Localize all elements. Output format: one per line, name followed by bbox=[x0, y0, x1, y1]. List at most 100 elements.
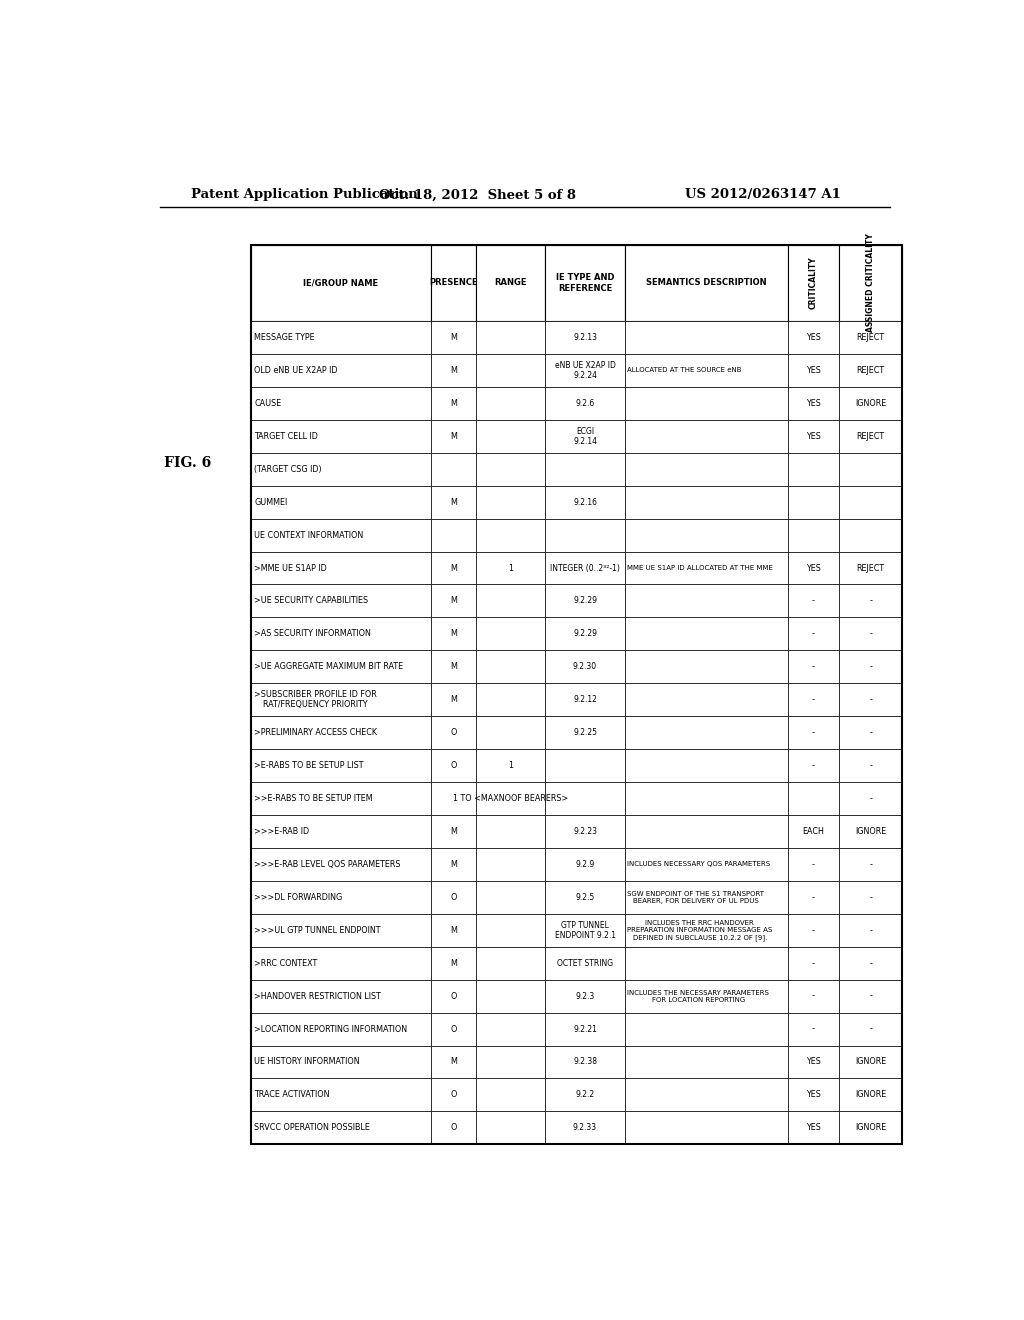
Bar bbox=[840, 717, 902, 750]
Bar bbox=[476, 1078, 545, 1111]
Text: FIG. 6: FIG. 6 bbox=[164, 457, 211, 470]
Bar bbox=[545, 585, 625, 618]
Text: >PRELIMINARY ACCESS CHECK: >PRELIMINARY ACCESS CHECK bbox=[254, 729, 377, 737]
Text: -: - bbox=[869, 663, 872, 672]
Text: M: M bbox=[451, 958, 457, 968]
Bar bbox=[787, 486, 840, 519]
Text: -: - bbox=[869, 991, 872, 1001]
Bar bbox=[545, 717, 625, 750]
Text: REJECT: REJECT bbox=[856, 333, 885, 342]
Text: >UE SECURITY CAPABILITIES: >UE SECURITY CAPABILITIES bbox=[254, 597, 369, 606]
Text: Oct. 18, 2012  Sheet 5 of 8: Oct. 18, 2012 Sheet 5 of 8 bbox=[379, 189, 575, 202]
Text: TRACE ACTIVATION: TRACE ACTIVATION bbox=[254, 1090, 330, 1100]
Bar bbox=[476, 486, 545, 519]
Bar bbox=[251, 847, 431, 880]
Text: eNB UE X2AP ID
9.2.24: eNB UE X2AP ID 9.2.24 bbox=[555, 360, 615, 380]
Text: >>>E-RAB LEVEL QOS PARAMETERS: >>>E-RAB LEVEL QOS PARAMETERS bbox=[254, 859, 400, 869]
Bar bbox=[431, 519, 476, 552]
Bar bbox=[476, 880, 545, 913]
Bar bbox=[625, 781, 787, 814]
Bar bbox=[545, 244, 625, 321]
Bar bbox=[787, 321, 840, 354]
Bar bbox=[251, 618, 431, 651]
Text: >HANDOVER RESTRICTION LIST: >HANDOVER RESTRICTION LIST bbox=[254, 991, 381, 1001]
Text: REJECT: REJECT bbox=[856, 366, 885, 375]
Text: >UE AGGREGATE MAXIMUM BIT RATE: >UE AGGREGATE MAXIMUM BIT RATE bbox=[254, 663, 403, 672]
Bar bbox=[476, 847, 545, 880]
Bar bbox=[625, 750, 787, 781]
Bar bbox=[840, 814, 902, 847]
Text: YES: YES bbox=[806, 432, 821, 441]
Text: 9.2.12: 9.2.12 bbox=[573, 696, 597, 705]
Bar bbox=[545, 946, 625, 979]
Text: YES: YES bbox=[806, 399, 821, 408]
Text: -: - bbox=[812, 630, 815, 639]
Bar bbox=[431, 717, 476, 750]
Text: -: - bbox=[869, 958, 872, 968]
Text: O: O bbox=[451, 1024, 457, 1034]
Bar bbox=[431, 979, 476, 1012]
Bar bbox=[840, 1012, 902, 1045]
Text: >AS SECURITY INFORMATION: >AS SECURITY INFORMATION bbox=[254, 630, 371, 639]
Bar bbox=[251, 814, 431, 847]
Text: INTEGER (0..2³²-1): INTEGER (0..2³²-1) bbox=[550, 564, 620, 573]
Bar bbox=[251, 880, 431, 913]
Text: >>>E-RAB ID: >>>E-RAB ID bbox=[254, 826, 309, 836]
Bar bbox=[431, 618, 476, 651]
Bar bbox=[787, 585, 840, 618]
Bar bbox=[840, 880, 902, 913]
Text: 9.2.21: 9.2.21 bbox=[573, 1024, 597, 1034]
Bar bbox=[787, 1012, 840, 1045]
Bar bbox=[625, 552, 787, 585]
Bar bbox=[787, 717, 840, 750]
Text: >E-RABS TO BE SETUP LIST: >E-RABS TO BE SETUP LIST bbox=[254, 762, 364, 770]
Bar bbox=[431, 913, 476, 946]
Bar bbox=[840, 354, 902, 387]
Text: 9.2.33: 9.2.33 bbox=[573, 1123, 597, 1133]
Text: -: - bbox=[869, 1024, 872, 1034]
Text: -: - bbox=[869, 859, 872, 869]
Text: -: - bbox=[869, 762, 872, 770]
Text: 9.2.2: 9.2.2 bbox=[575, 1090, 595, 1100]
Text: M: M bbox=[451, 826, 457, 836]
Text: (TARGET CSG ID): (TARGET CSG ID) bbox=[254, 465, 322, 474]
Text: ALLOCATED AT THE SOURCE eNB: ALLOCATED AT THE SOURCE eNB bbox=[628, 367, 741, 374]
Text: M: M bbox=[451, 859, 457, 869]
Bar bbox=[476, 946, 545, 979]
Text: -: - bbox=[869, 795, 872, 803]
Bar bbox=[840, 244, 902, 321]
Bar bbox=[431, 651, 476, 684]
Bar bbox=[431, 946, 476, 979]
Bar bbox=[251, 684, 431, 717]
Text: 9.2.23: 9.2.23 bbox=[573, 826, 597, 836]
Text: M: M bbox=[451, 1057, 457, 1067]
Text: IGNORE: IGNORE bbox=[855, 1090, 886, 1100]
Bar bbox=[787, 387, 840, 420]
Text: -: - bbox=[869, 729, 872, 737]
Bar bbox=[840, 387, 902, 420]
Bar bbox=[787, 880, 840, 913]
Bar bbox=[431, 354, 476, 387]
Bar bbox=[251, 1045, 431, 1078]
Text: TARGET CELL ID: TARGET CELL ID bbox=[254, 432, 318, 441]
Bar bbox=[625, 880, 787, 913]
Text: INCLUDES THE NECESSARY PARAMETERS
FOR LOCATION REPORTING: INCLUDES THE NECESSARY PARAMETERS FOR LO… bbox=[628, 990, 769, 1003]
Bar bbox=[787, 814, 840, 847]
Text: 9.2.5: 9.2.5 bbox=[575, 892, 595, 902]
Bar bbox=[251, 244, 902, 1144]
Bar bbox=[840, 684, 902, 717]
Bar bbox=[251, 585, 431, 618]
Text: O: O bbox=[451, 762, 457, 770]
Text: YES: YES bbox=[806, 1123, 821, 1133]
Text: -: - bbox=[812, 762, 815, 770]
Bar bbox=[625, 913, 787, 946]
Bar bbox=[840, 1045, 902, 1078]
Bar bbox=[431, 1078, 476, 1111]
Text: M: M bbox=[451, 597, 457, 606]
Bar bbox=[476, 354, 545, 387]
Text: US 2012/0263147 A1: US 2012/0263147 A1 bbox=[685, 189, 841, 202]
Bar bbox=[431, 585, 476, 618]
Text: CAUSE: CAUSE bbox=[254, 399, 282, 408]
Text: YES: YES bbox=[806, 1090, 821, 1100]
Bar bbox=[431, 453, 476, 486]
